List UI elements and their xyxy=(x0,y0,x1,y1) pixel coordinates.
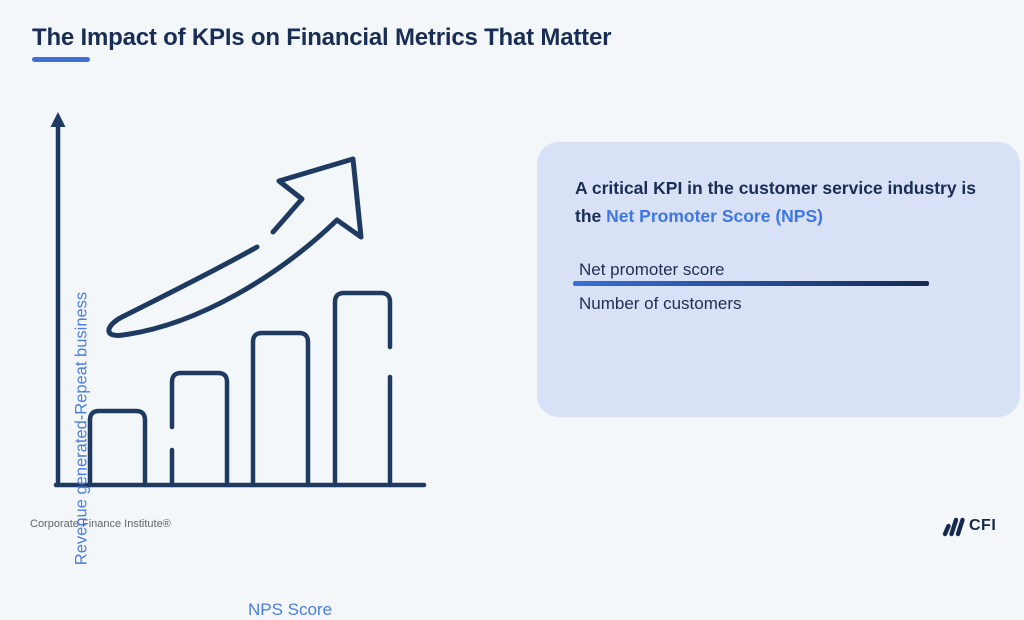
y-axis-label: Revenue generated-Repeat business xyxy=(72,291,91,566)
nps-info-card: A critical KPI in the customer service i… xyxy=(537,142,1020,417)
bar-3 xyxy=(250,330,311,488)
formula-divider-line xyxy=(573,281,929,286)
formula-denominator: Number of customers xyxy=(579,294,742,313)
y-axis-arrowhead-icon xyxy=(50,112,66,127)
growth-bar-chart-icon xyxy=(50,112,427,488)
title-underline-accent xyxy=(32,57,90,62)
cfi-logo: CFI xyxy=(940,514,996,538)
formula-numerator: Net promoter score xyxy=(579,260,725,279)
page-title: The Impact of KPIs on Financial Metrics … xyxy=(32,24,612,51)
trend-arrow-icon xyxy=(106,156,364,338)
cfi-logo-text: CFI xyxy=(969,517,997,534)
x-axis-label: NPS Score xyxy=(247,600,333,619)
bar-group xyxy=(87,290,393,488)
nps-highlight-text: Net Promoter Score (NPS) xyxy=(606,206,823,226)
card-heading-text: A critical KPI in the customer service i… xyxy=(575,178,977,226)
bar-4 xyxy=(332,290,393,488)
card-heading: A critical KPI in the customer service i… xyxy=(575,174,995,230)
bar-1 xyxy=(87,408,148,488)
bar-2 xyxy=(169,370,230,488)
cfi-logo-bars-icon xyxy=(942,517,965,537)
nps-trend-chart: Revenue generated-Repeat business NPS Sc… xyxy=(40,110,440,619)
footer-attribution: Corporate Finance Institute® xyxy=(30,518,171,530)
slide: The Impact of KPIs on Financial Metrics … xyxy=(30,24,1020,619)
